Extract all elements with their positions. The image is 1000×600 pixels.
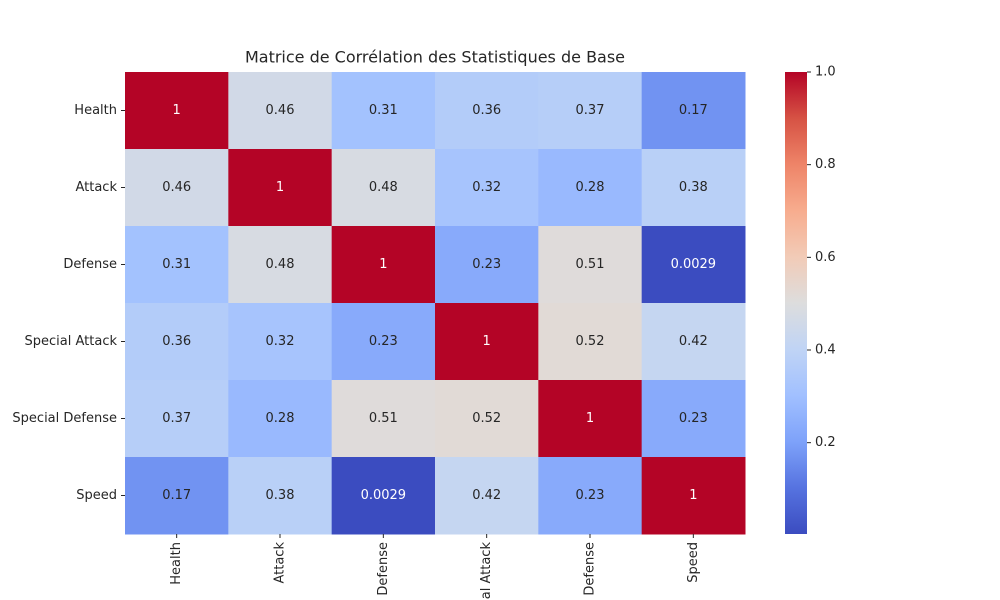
cell-label: 0.0029 [361,488,407,503]
heatmap-cell [125,72,229,150]
heatmap-cell [435,380,539,458]
y-tick-label: Special Attack [25,334,118,349]
heatmap-cell [331,380,436,458]
heatmap-cell [125,303,229,381]
heatmap-cell [641,457,746,535]
x-tick-label: Special Attack [479,542,494,600]
chart-title: Matrice de Corrélation des Statistiques … [245,48,625,67]
cell-label: 0.31 [369,103,398,118]
x-tick-label: Defense [376,542,391,596]
heatmap-cell [125,380,229,458]
cell-label: 0.48 [369,180,398,195]
cell-label: 0.38 [266,488,295,503]
cell-label: 0.28 [266,411,295,426]
colorbar [785,72,807,534]
cell-label: 0.28 [576,180,605,195]
colorbar-tick-label: 0.8 [815,157,836,172]
heatmap-cell [641,72,746,150]
heatmap-cell [331,72,436,150]
cell-label: 0.36 [472,103,501,118]
colorbar-tick-label: 0.2 [815,435,836,450]
y-tick-label: Health [74,103,117,118]
colorbar-tick-label: 1.0 [815,65,836,80]
heatmap-cell [228,72,333,150]
cell-label: 1 [483,334,491,349]
heatmap-cell [641,149,746,227]
heatmap-cell [641,303,746,381]
heatmap-cell [228,149,333,227]
x-tick-label: Attack [273,542,288,584]
heatmap-cell [435,149,539,227]
cell-label: 1 [586,411,594,426]
heatmap-cell [538,457,643,535]
heatmap-cell [228,380,333,458]
cell-label: 0.38 [679,180,708,195]
y-tick-label: Attack [75,180,117,195]
cell-label: 0.17 [679,103,708,118]
heatmap-cell [641,380,746,458]
heatmap-cell [641,226,746,304]
heatmap-cell [538,380,643,458]
heatmap-cell [228,226,333,304]
cell-label: 1 [173,103,181,118]
cell-label: 0.52 [576,334,605,349]
cell-label: 0.37 [576,103,605,118]
cell-label: 0.23 [679,411,708,426]
cell-label: 0.23 [472,257,501,272]
cell-label: 0.23 [369,334,398,349]
heatmap-cell [125,457,229,535]
x-tick-label: Health [169,542,184,585]
cell-label: 0.46 [266,103,295,118]
heatmap-cell [331,149,436,227]
cell-label: 0.23 [576,488,605,503]
cell-label: 0.17 [162,488,191,503]
heatmap-cell [538,226,643,304]
heatmap-cell [331,303,436,381]
y-tick-label: Defense [63,257,117,272]
heatmap-cell [331,226,436,304]
heatmap-cell [228,457,333,535]
cell-label: 0.32 [266,334,295,349]
cell-label: 1 [276,180,284,195]
cell-label: 0.48 [266,257,295,272]
heatmap-cell [435,226,539,304]
cell-label: 0.0029 [671,257,717,272]
y-tick-label: Speed [76,488,117,503]
cell-label: 0.42 [679,334,708,349]
heatmap-cell [435,303,539,381]
heatmap-cell [125,226,229,304]
cell-label: 0.31 [162,257,191,272]
cell-label: 0.42 [472,488,501,503]
heatmap-cell [435,457,539,535]
cell-label: 0.52 [472,411,501,426]
x-tick-label: Special Defense [583,542,598,600]
cell-label: 0.36 [162,334,191,349]
cell-label: 1 [689,488,697,503]
heatmap-cell [125,149,229,227]
colorbar-tick-label: 0.4 [815,343,836,358]
heatmap-cell [331,457,436,535]
cell-label: 1 [379,257,387,272]
cell-label: 0.32 [472,180,501,195]
cell-label: 0.51 [576,257,605,272]
cell-label: 0.37 [162,411,191,426]
x-tick-label: Speed [686,542,701,583]
heatmap-cell [435,72,539,150]
heatmap-cell [538,149,643,227]
cell-label: 0.46 [162,180,191,195]
y-tick-label: Special Defense [12,411,117,426]
cell-label: 0.51 [369,411,398,426]
heatmap-cell [228,303,333,381]
colorbar-tick-label: 0.6 [815,250,836,265]
heatmap-cell [538,72,643,150]
heatmap-cell [538,303,643,381]
